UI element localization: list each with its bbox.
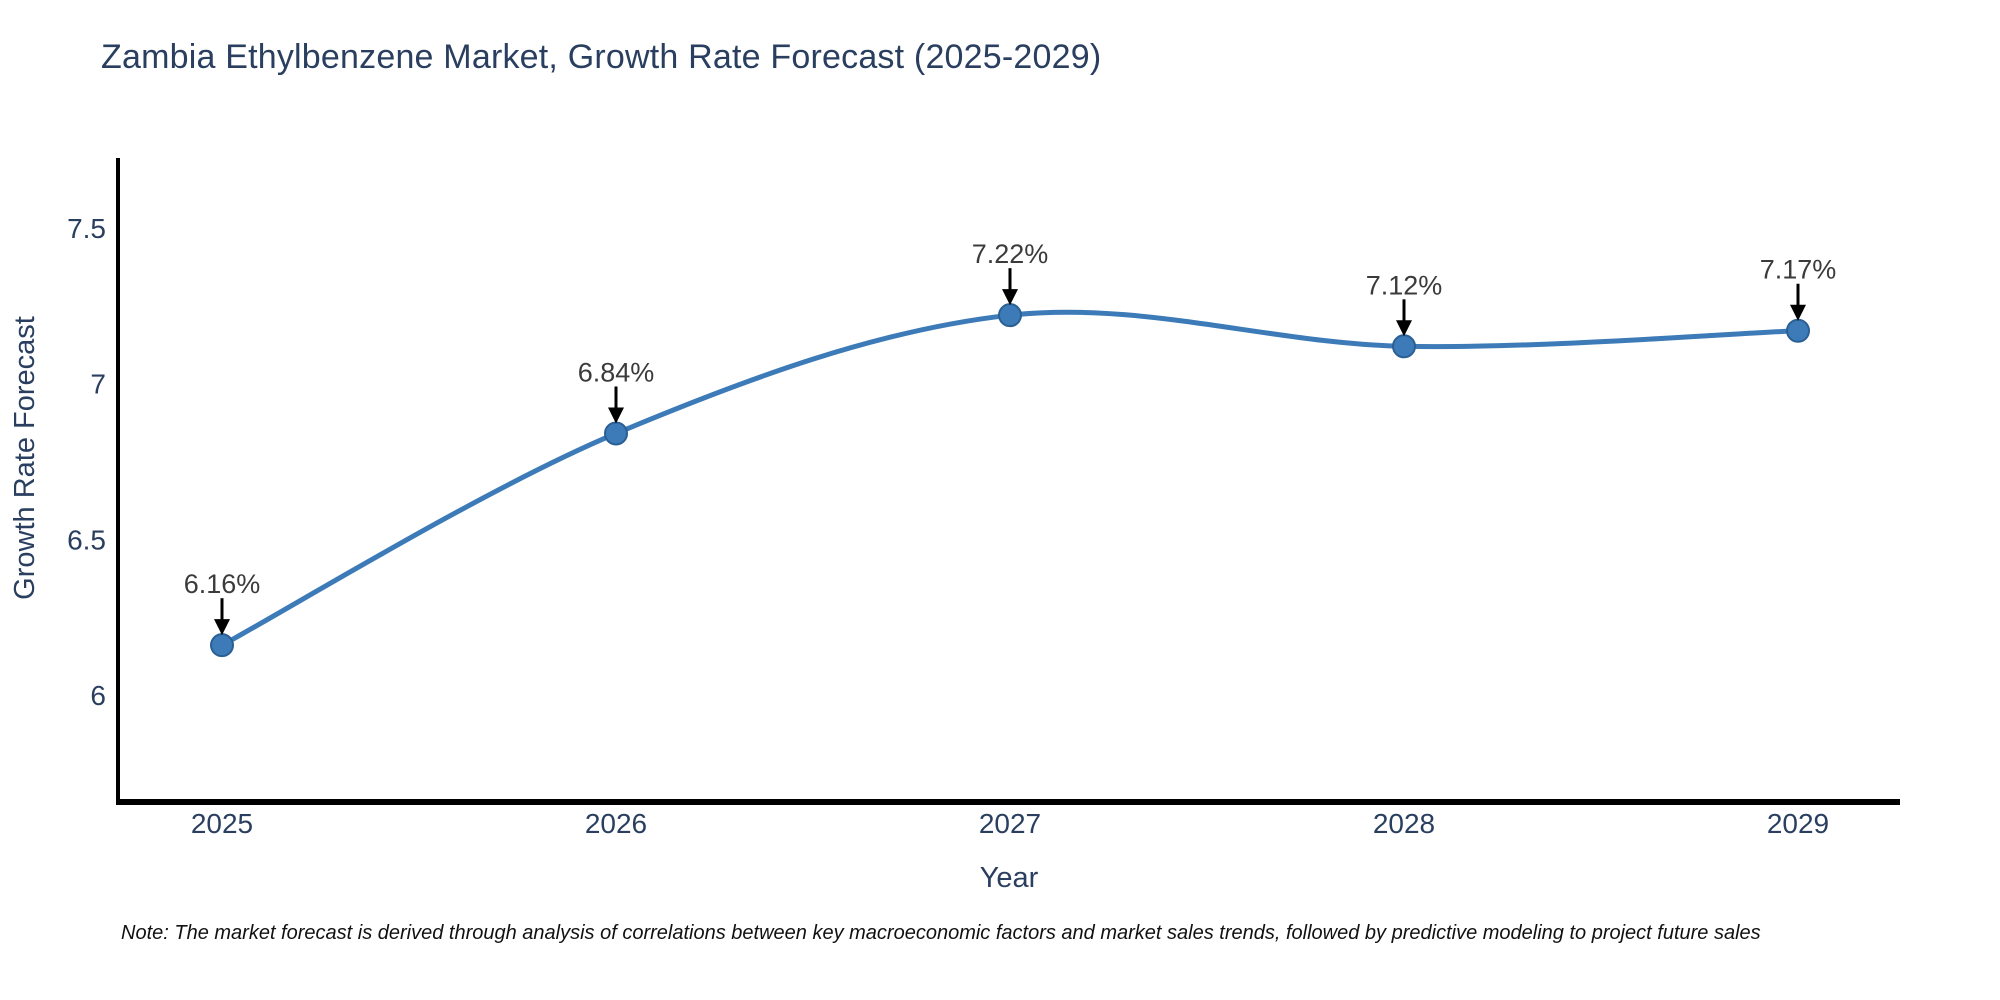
data-point-marker[interactable] xyxy=(210,633,234,658)
x-axis-title: Year xyxy=(980,862,1039,894)
plot-area[interactable] xyxy=(118,160,1900,802)
data-point-marker[interactable] xyxy=(998,303,1022,328)
annotation-arrowhead-icon xyxy=(1396,320,1412,337)
data-point-marker[interactable] xyxy=(604,421,628,446)
y-tick-label: 6 xyxy=(90,680,106,711)
x-tick-label: 2029 xyxy=(1767,808,1829,839)
data-point-label: 6.16% xyxy=(184,569,261,599)
x-tick-label: 2028 xyxy=(1373,808,1435,839)
x-tick-label: 2027 xyxy=(979,808,1041,839)
annotation-arrowhead-icon xyxy=(214,619,230,636)
chart-title: Zambia Ethylbenzene Market, Growth Rate … xyxy=(101,38,1102,76)
y-tick-label: 7 xyxy=(90,369,106,400)
footnote: Note: The market forecast is derived thr… xyxy=(121,922,1761,944)
x-tick-label: 2025 xyxy=(191,808,253,839)
data-point-marker[interactable] xyxy=(1392,334,1416,359)
y-tick-label: 6.5 xyxy=(67,524,106,555)
data-point-label: 7.17% xyxy=(1760,255,1837,285)
y-axis-title: Growth Rate Forecast xyxy=(9,316,41,600)
x-tick-label: 2026 xyxy=(585,808,647,839)
data-point-label: 6.84% xyxy=(578,357,655,387)
annotation-arrowhead-icon xyxy=(1002,289,1018,306)
data-point-label: 7.12% xyxy=(1366,270,1443,300)
data-point-marker[interactable] xyxy=(1786,318,1810,343)
annotation-arrowhead-icon xyxy=(1790,304,1806,321)
data-point-label: 7.22% xyxy=(972,239,1049,269)
y-tick-label: 7.5 xyxy=(67,213,106,244)
annotation-arrowhead-icon xyxy=(608,407,624,424)
